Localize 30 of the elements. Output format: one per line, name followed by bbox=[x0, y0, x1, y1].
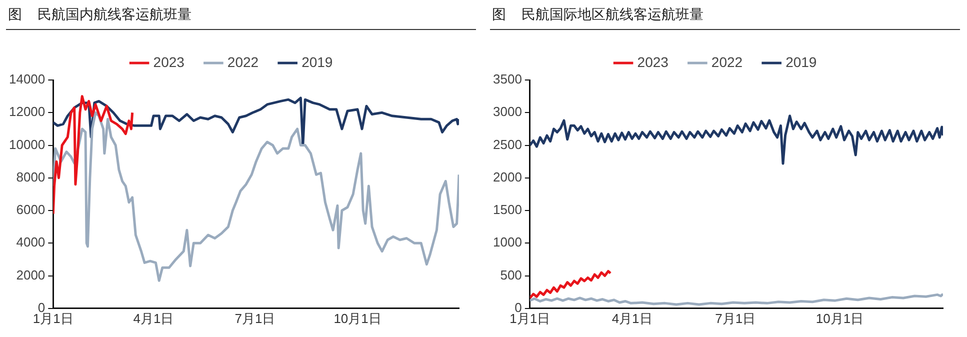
x-tick-label: 7月1日 bbox=[234, 310, 276, 326]
x-tick-label: 1月1日 bbox=[32, 310, 74, 326]
y-tick-label: 1000 bbox=[493, 234, 522, 250]
legend-label: 2023 bbox=[637, 54, 669, 70]
y-tick-label: 1500 bbox=[493, 202, 522, 218]
x-tick-label: 7月1日 bbox=[715, 310, 756, 326]
x-tick-label: 1月1日 bbox=[510, 310, 550, 326]
legend-label: 2019 bbox=[302, 54, 333, 70]
y-tick-label: 2500 bbox=[493, 136, 522, 152]
legend-label: 2022 bbox=[711, 54, 743, 70]
chart-title: 图 民航国际地区航线客运航班量 bbox=[490, 4, 960, 30]
y-tick-label: 2000 bbox=[16, 267, 46, 282]
legend-label: 2022 bbox=[227, 54, 259, 70]
x-tick-label: 10月1日 bbox=[816, 310, 864, 326]
x-tick-label: 10月1日 bbox=[334, 310, 382, 326]
y-tick-label: 14000 bbox=[8, 72, 46, 87]
y-tick-label: 2000 bbox=[493, 169, 522, 184]
y-tick-label: 3000 bbox=[493, 104, 522, 120]
legend-label: 2023 bbox=[153, 54, 185, 70]
y-tick-label: 10000 bbox=[8, 136, 46, 152]
y-tick-label: 500 bbox=[500, 267, 522, 282]
y-tick-label: 6000 bbox=[16, 202, 46, 218]
y-tick-label: 12000 bbox=[8, 104, 46, 120]
legend-label: 2019 bbox=[786, 54, 817, 70]
y-tick-label: 4000 bbox=[16, 234, 46, 250]
y-tick-label: 8000 bbox=[16, 169, 46, 184]
x-tick-label: 4月1日 bbox=[133, 310, 174, 326]
y-tick-label: 3500 bbox=[493, 72, 522, 87]
x-tick-label: 4月1日 bbox=[612, 310, 652, 326]
chart-title: 图 民航国内航线客运航班量 bbox=[6, 4, 476, 30]
